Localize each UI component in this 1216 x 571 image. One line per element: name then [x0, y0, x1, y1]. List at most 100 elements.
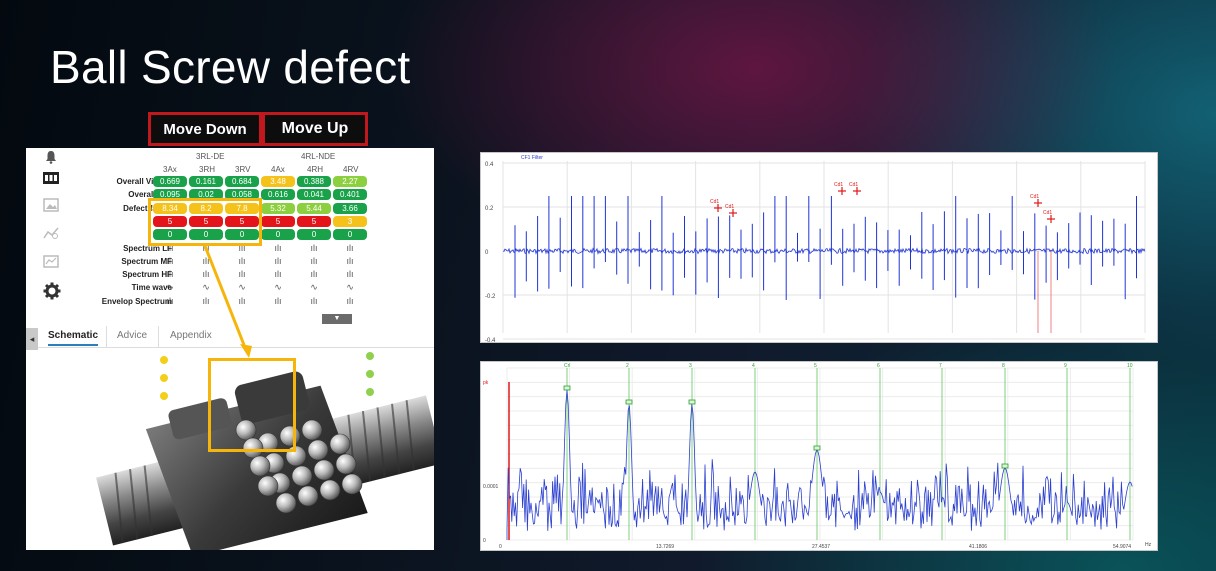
status-dot: [366, 352, 374, 360]
harmonic-label: 9: [1064, 363, 1067, 369]
peak-marker[interactable]: [1001, 463, 1009, 469]
x-tick-label: 27.4537: [812, 544, 830, 550]
defect-highlight-box: [148, 198, 262, 246]
envelope-spectrum-icon[interactable]: ılı: [238, 295, 246, 306]
envelope-spectrum-plot[interactable]: Crl 2 3 4 5 6 7 8 9 10 pk 0.0001 0 0 13.7269 27.4537 41.…: [480, 361, 1158, 551]
status-cell[interactable]: 0: [225, 229, 259, 241]
envelope-spectrum-icon[interactable]: ılı: [310, 295, 318, 306]
status-cell[interactable]: 0.041: [297, 189, 331, 201]
status-cell[interactable]: 3.66: [333, 202, 367, 214]
y-tick-label: 0.0001: [483, 484, 499, 490]
status-cell[interactable]: 5: [189, 215, 223, 227]
envelope-spectrum-icon[interactable]: ılı: [202, 295, 210, 306]
peak-marker[interactable]: [813, 445, 821, 451]
spectrum-icon[interactable]: ılı: [166, 255, 174, 266]
cursor-label: Cd1: [834, 182, 843, 188]
row-label: Overall Vib Vel: [116, 177, 172, 186]
spectrum-icon[interactable]: ılı: [346, 255, 354, 266]
status-cell[interactable]: 0.669: [153, 176, 187, 187]
status-cell[interactable]: 0: [333, 229, 367, 241]
status-cell[interactable]: 0.388: [297, 176, 331, 187]
chart-settings-icon[interactable]: [42, 226, 60, 242]
status-cell[interactable]: 8.2: [189, 202, 223, 214]
envelope-spectrum-icon[interactable]: ılı: [274, 295, 282, 306]
bell-icon[interactable]: [42, 150, 60, 166]
scroll-down-arrow[interactable]: ▼: [322, 314, 352, 324]
spectrum-icon[interactable]: ılı: [274, 242, 282, 253]
spectrum-icon[interactable]: ılı: [310, 269, 318, 280]
slide-title: Ball Screw defect: [50, 41, 411, 93]
time-wave-icon[interactable]: ∿: [238, 282, 246, 293]
spectrum-trace: [506, 389, 1133, 540]
trend-add-icon[interactable]: [42, 254, 60, 270]
status-cell[interactable]: 2.27: [333, 176, 367, 187]
time-wave-icon[interactable]: ∿: [202, 282, 210, 293]
status-cell[interactable]: 0: [153, 229, 187, 241]
status-dot: [160, 356, 168, 364]
status-cell[interactable]: 5: [153, 215, 187, 227]
time-waveform-plot[interactable]: 0.4 0.2 0 -0.2 -0.4 CF1 Filter Cd1 Cd1 Cd1 Cd1 Cd1…: [480, 152, 1158, 343]
status-cell[interactable]: 0.161: [189, 176, 223, 187]
time-wave-icon[interactable]: ∿: [274, 282, 282, 293]
peak-marker[interactable]: [688, 399, 696, 405]
status-cell[interactable]: 0.684: [225, 176, 259, 187]
peak-marker[interactable]: [563, 385, 571, 391]
video-icon[interactable]: [42, 172, 60, 188]
status-cell[interactable]: 0: [297, 229, 331, 241]
harmonic-label: Crl: [564, 363, 570, 369]
spectrum-icon[interactable]: ılı: [274, 269, 282, 280]
spectrum-icon[interactable]: ılı: [310, 255, 318, 266]
column-header: 4RH: [307, 165, 324, 174]
time-wave-icon[interactable]: ∿: [310, 282, 318, 293]
spectrum-icon[interactable]: ılı: [166, 269, 174, 280]
time-wave-icon[interactable]: ∿: [346, 282, 354, 293]
status-cell[interactable]: 0: [189, 229, 223, 241]
status-cell[interactable]: 5.32: [261, 202, 295, 214]
column-header: 4Ax: [271, 165, 285, 174]
tab-schematic[interactable]: Schematic: [48, 330, 99, 346]
spectrum-icon[interactable]: ılı: [202, 255, 210, 266]
x-tick-label: 54.9074: [1113, 544, 1131, 550]
ball-screw-image: [96, 371, 434, 550]
spectrum-icon[interactable]: ılı: [202, 269, 210, 280]
move-up-button[interactable]: Move Up: [262, 112, 368, 146]
time-wave-icon[interactable]: ∿: [166, 282, 174, 293]
defect-location-box: [208, 358, 296, 452]
spectrum-icon[interactable]: ılı: [166, 242, 174, 253]
status-cell[interactable]: 5: [261, 215, 295, 227]
status-cell[interactable]: 0.616: [261, 189, 295, 201]
status-cell[interactable]: 0: [261, 229, 295, 241]
ball-bearing: [301, 419, 323, 441]
status-cell[interactable]: 7.8: [225, 202, 259, 214]
row-label: Envelop Spectrum: [101, 296, 172, 306]
ball-bearing: [249, 455, 271, 477]
spectrum-icon[interactable]: ılı: [238, 242, 246, 253]
status-cell[interactable]: 5.44: [297, 202, 331, 214]
spectrum-icon[interactable]: ılı: [238, 269, 246, 280]
status-cell[interactable]: 0.058: [225, 189, 259, 201]
spectrum-icon[interactable]: ılı: [310, 242, 318, 253]
status-cell[interactable]: 0.401: [333, 189, 367, 201]
spectrum-icon[interactable]: ılı: [274, 255, 282, 266]
status-cell[interactable]: 5: [225, 215, 259, 227]
status-cell[interactable]: 0.02: [189, 189, 223, 201]
status-cell[interactable]: 3: [333, 215, 367, 227]
move-down-button[interactable]: Move Down: [148, 112, 262, 146]
tab-appendix[interactable]: Appendix: [170, 330, 212, 341]
gear-icon[interactable]: [42, 282, 62, 302]
status-cell[interactable]: 5: [297, 215, 331, 227]
status-dot: [366, 370, 374, 378]
envelope-spectrum-icon[interactable]: ılı: [166, 295, 174, 306]
cursor-label: Cd1: [849, 182, 858, 188]
spectrum-icon[interactable]: ılı: [346, 242, 354, 253]
envelope-spectrum-icon[interactable]: ılı: [346, 295, 354, 306]
spectrum-icon[interactable]: ılı: [346, 269, 354, 280]
collapse-panel-button[interactable]: ◂: [26, 328, 38, 350]
status-cell[interactable]: 3.48: [261, 176, 295, 187]
tab-advice[interactable]: Advice: [117, 330, 148, 341]
status-cell[interactable]: 0.095: [153, 189, 187, 201]
peak-marker[interactable]: [625, 399, 633, 405]
image-icon[interactable]: [42, 198, 60, 214]
spectrum-icon[interactable]: ılı: [238, 255, 246, 266]
status-cell[interactable]: 8.34: [153, 202, 187, 214]
